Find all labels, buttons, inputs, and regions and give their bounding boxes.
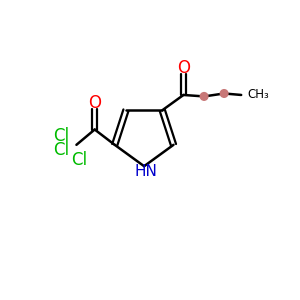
Text: O: O [177, 59, 190, 77]
Text: HN: HN [134, 164, 157, 179]
Text: Cl: Cl [71, 151, 87, 169]
Text: Cl: Cl [53, 141, 69, 159]
Circle shape [200, 93, 208, 100]
Text: Cl: Cl [53, 127, 69, 145]
Text: O: O [88, 94, 101, 112]
Text: CH₃: CH₃ [248, 88, 269, 101]
Circle shape [220, 90, 228, 97]
